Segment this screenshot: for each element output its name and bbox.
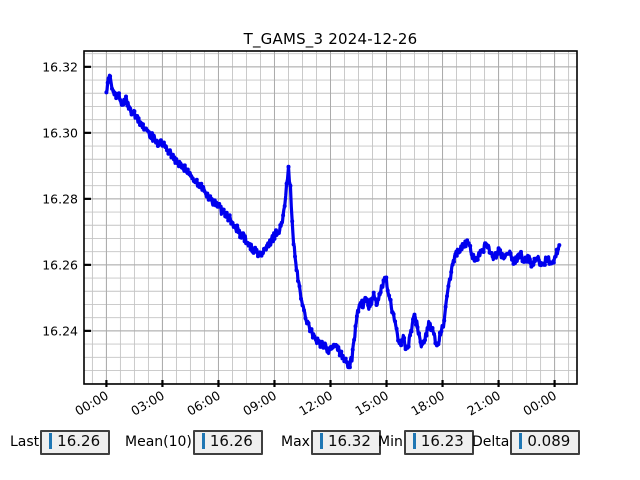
text-caret-icon xyxy=(519,433,523,449)
axes xyxy=(83,50,578,387)
data-series xyxy=(104,73,562,370)
chart-canvas: 00:00 03:00 06:00 09:00 12:00 15:00 18:00 21:00… xyxy=(42,50,578,419)
plot-border xyxy=(83,50,578,385)
text-caret-icon xyxy=(49,433,53,449)
y-tick-label: 16.24 xyxy=(42,323,78,338)
stat-box-max[interactable]: 16.32 xyxy=(310,430,381,455)
stat-group-min: Min 16.23 xyxy=(378,428,474,460)
grid-lines xyxy=(84,51,577,385)
y-tick-label: 16.32 xyxy=(42,59,78,74)
stat-label-last: Last xyxy=(10,434,40,450)
tick-labels: 00:00 03:00 06:00 09:00 12:00 15:00 18:00 21:00… xyxy=(42,59,559,418)
y-tick-label: 16.28 xyxy=(42,191,78,206)
x-tick-label: 00:00 xyxy=(72,388,111,419)
stat-value-min: 16.23 xyxy=(420,432,464,450)
text-caret-icon xyxy=(412,433,416,449)
stat-value-max: 16.32 xyxy=(327,432,371,450)
stat-label-delta: Delta xyxy=(472,434,510,450)
stat-group-last: Last 16.26 xyxy=(10,428,111,460)
x-tick-label: 06:00 xyxy=(184,388,223,419)
text-caret-icon xyxy=(201,433,205,449)
stat-label-min: Min xyxy=(378,434,403,450)
x-tick-label: 09:00 xyxy=(240,388,279,419)
stat-group-delta: Delta 0.089 xyxy=(472,428,581,460)
series-line xyxy=(104,73,561,369)
x-tick-label: 00:00 xyxy=(520,388,559,419)
x-tick-label: 18:00 xyxy=(408,388,447,419)
stat-label-max: Max xyxy=(281,434,310,450)
x-tick-label: 21:00 xyxy=(464,388,503,419)
stat-value-mean: 16.26 xyxy=(209,432,253,450)
x-tick-label: 12:00 xyxy=(296,388,335,419)
stat-box-min[interactable]: 16.23 xyxy=(403,430,474,455)
stat-value-delta: 0.089 xyxy=(527,432,571,450)
stat-group-max: Max 16.32 xyxy=(281,428,381,460)
x-tick-label: 15:00 xyxy=(352,388,391,419)
y-tick-label: 16.26 xyxy=(42,257,78,272)
chart-title: T_GAMS_3 2024-12-26 xyxy=(243,30,418,48)
stat-label-mean: Mean(10) xyxy=(125,434,192,450)
x-tick-label: 03:00 xyxy=(128,388,167,419)
stat-box-delta[interactable]: 0.089 xyxy=(510,430,581,455)
y-tick-label: 16.30 xyxy=(42,125,78,140)
stats-bar: Last 16.26 Mean(10) 16.26 Max 16.32 Min 16.2… xyxy=(0,428,640,462)
stat-value-last: 16.26 xyxy=(57,432,101,450)
text-caret-icon xyxy=(319,433,323,449)
stat-box-mean[interactable]: 16.26 xyxy=(192,430,263,455)
stat-box-last[interactable]: 16.26 xyxy=(40,430,111,455)
stat-group-mean: Mean(10) 16.26 xyxy=(125,428,263,460)
